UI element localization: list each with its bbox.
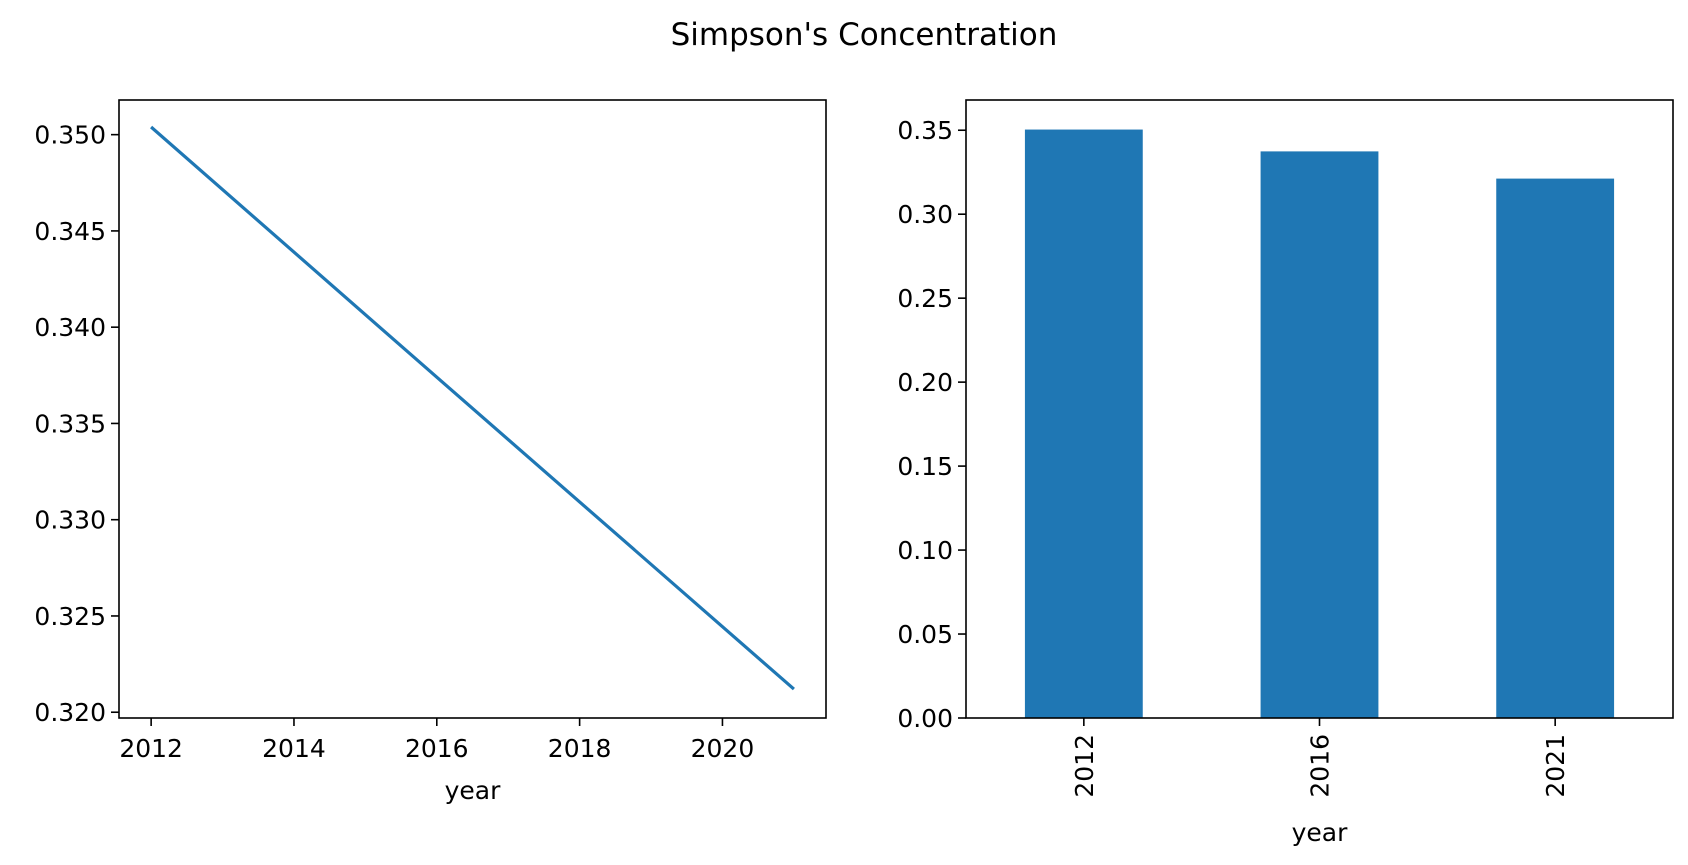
- bar-chart-x-axis: 2012 2016 2021: [1070, 718, 1570, 798]
- figure-title: Simpson's Concentration: [671, 17, 1058, 53]
- x-tick-label: 2016: [405, 734, 469, 763]
- y-tick-label: 0.340: [34, 313, 106, 342]
- line-series: [150, 125, 795, 691]
- x-tick-label: 2020: [691, 734, 755, 763]
- x-tick-label: 2012: [1070, 734, 1099, 798]
- line-chart-x-axis: 2012 2014 2016 2018 2020: [119, 718, 754, 763]
- x-tick-label: 2012: [119, 734, 183, 763]
- y-tick-label: 0.30: [897, 200, 953, 229]
- y-tick-label: 0.330: [34, 506, 106, 535]
- y-tick-label: 0.00: [897, 704, 953, 733]
- y-tick-label: 0.350: [34, 121, 106, 150]
- y-tick-label: 0.15: [897, 452, 953, 481]
- y-tick-label: 0.25: [897, 284, 953, 313]
- y-tick-label: 0.325: [34, 602, 106, 631]
- bar-chart-frame: [965, 99, 1674, 719]
- bar-chart-panel: 0.000.050.100.150.200.250.300.35 2012 201…: [897, 99, 1674, 847]
- x-tick-label: 2014: [262, 734, 326, 763]
- line-chart-x-label: year: [445, 776, 501, 805]
- bar-chart-x-label: year: [1292, 818, 1348, 847]
- bar-2012: [1024, 129, 1143, 718]
- line-chart-panel: 0.320 0.325 0.330 0.335 0.340 0.345 0.350 2012…: [34, 99, 827, 805]
- x-tick-label: 2021: [1541, 734, 1570, 798]
- y-tick-label: 0.335: [34, 409, 106, 438]
- y-tick-label: 0.345: [34, 217, 106, 246]
- y-tick-label: 0.320: [34, 698, 106, 727]
- x-tick-label: 2016: [1306, 734, 1335, 798]
- y-tick-label: 0.35: [897, 116, 953, 145]
- y-tick-label: 0.05: [897, 620, 953, 649]
- line-chart-y-axis: 0.320 0.325 0.330 0.335 0.340 0.345 0.350: [34, 121, 119, 727]
- y-tick-label: 0.20: [897, 368, 953, 397]
- line-chart-marks: [150, 125, 795, 691]
- bar-2021: [1496, 178, 1615, 718]
- bar-chart-marks: [1024, 129, 1615, 718]
- bar-2016: [1260, 151, 1379, 718]
- bar-chart-y-axis: 0.00 0.05 0.10 0.15 0.20 0.25 0.30 0.35: [897, 116, 966, 733]
- x-tick-label: 2018: [548, 734, 612, 763]
- y-tick-label: 0.10: [897, 536, 953, 565]
- line-chart-frame: [118, 99, 827, 719]
